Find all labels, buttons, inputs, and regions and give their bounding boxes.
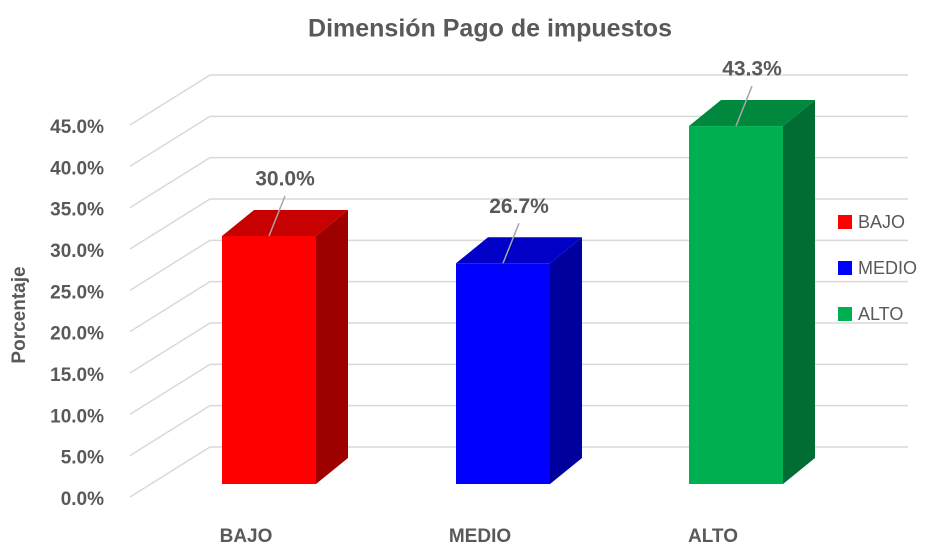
bar [689, 126, 783, 484]
x-tick-label: MEDIO [449, 526, 511, 546]
chart-title: Dimensión Pago de impuestos [308, 15, 672, 43]
y-tick-label: 40.0% [50, 158, 104, 179]
y-tick-label: 15.0% [50, 365, 104, 386]
grid-line [129, 74, 908, 126]
legend-label: BAJO [858, 212, 905, 232]
bar [222, 236, 316, 484]
leader-line [268, 195, 286, 237]
legend-label: MEDIO [858, 258, 917, 278]
y-axis-label: Porcentaje [9, 266, 30, 363]
grid-line [129, 322, 908, 374]
data-label: 30.0% [255, 168, 315, 191]
grid-line [129, 156, 908, 209]
grid-line [129, 404, 908, 457]
legend-swatch [838, 307, 852, 321]
grid-line [129, 239, 908, 291]
x-tick-label: BAJO [220, 526, 273, 546]
y-tick-label: 5.0% [61, 448, 104, 469]
y-tick-label: 35.0% [50, 200, 104, 221]
data-label: 26.7% [489, 195, 549, 218]
leader-line [735, 85, 753, 127]
y-tick-label: 20.0% [50, 324, 104, 345]
data-label: 43.3% [722, 58, 782, 81]
grid-line [129, 446, 908, 498]
grid-line [129, 280, 908, 333]
grid-line [129, 363, 908, 415]
legend-label: ALTO [858, 304, 903, 324]
grid-line [129, 115, 908, 167]
x-tick-label: ALTO [688, 526, 738, 546]
bar-top [222, 210, 348, 236]
grid-line [129, 198, 908, 250]
legend-swatch [838, 215, 852, 229]
leader-line [502, 223, 520, 264]
bar-top [456, 237, 582, 264]
y-tick-label: 0.0% [61, 489, 104, 510]
bar-side [783, 100, 815, 484]
bar-top [689, 100, 815, 127]
y-tick-label: 30.0% [50, 241, 104, 262]
bar [456, 263, 550, 484]
bar-side [316, 210, 348, 484]
y-tick-label: 45.0% [50, 117, 104, 138]
legend-swatch [838, 261, 852, 275]
y-tick-label: 10.0% [50, 406, 104, 427]
y-tick-label: 25.0% [50, 282, 104, 303]
bar-side [550, 237, 582, 484]
